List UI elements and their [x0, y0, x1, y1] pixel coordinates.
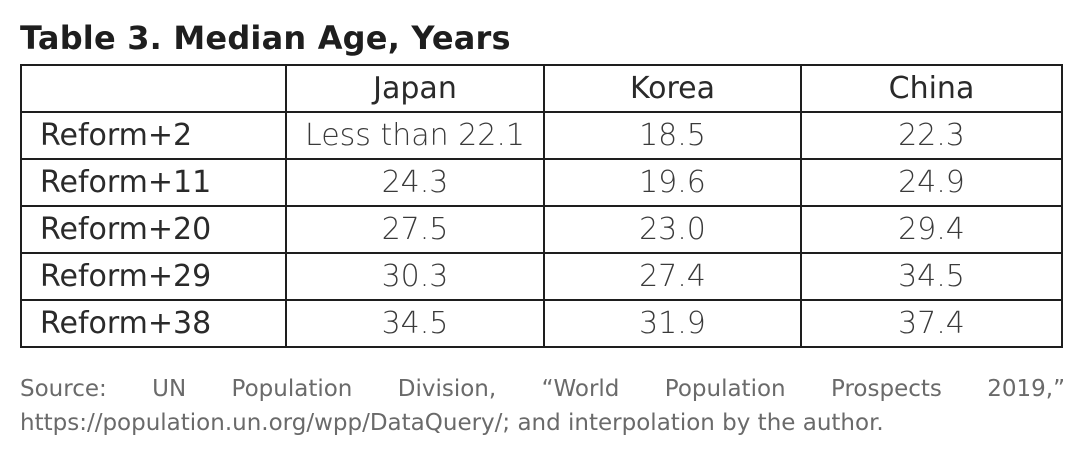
cell-korea: 19.6	[543, 158, 802, 207]
row-label: Reform+38	[20, 299, 287, 348]
table-header-row: Japan Korea China	[20, 64, 1063, 113]
source-note: Source: UN Population Division, “World P…	[20, 376, 1065, 436]
header-cell-korea: Korea	[543, 64, 802, 113]
cell-korea: 31.9	[543, 299, 802, 348]
cell-china: 24.9	[800, 158, 1063, 207]
row-label: Reform+20	[20, 205, 287, 254]
cell-japan: Less than 22.1	[285, 111, 545, 160]
table-row: Reform+11 24.3 19.6 24.9	[20, 158, 1063, 207]
header-cell-empty	[20, 64, 287, 113]
median-age-table: Japan Korea China Reform+2 Less than 22.…	[20, 64, 1063, 348]
row-label: Reform+2	[20, 111, 287, 160]
table-title: Table 3. Median Age, Years	[20, 19, 511, 57]
cell-china: 29.4	[800, 205, 1063, 254]
table-row: Reform+2 Less than 22.1 18.5 22.3	[20, 111, 1063, 160]
row-label: Reform+29	[20, 252, 287, 301]
row-label: Reform+11	[20, 158, 287, 207]
cell-korea: 27.4	[543, 252, 802, 301]
table-row: Reform+29 30.3 27.4 34.5	[20, 252, 1063, 301]
header-cell-japan: Japan	[285, 64, 545, 113]
table-row: Reform+38 34.5 31.9 37.4	[20, 299, 1063, 348]
header-cell-china: China	[800, 64, 1063, 113]
cell-japan: 24.3	[285, 158, 545, 207]
cell-china: 37.4	[800, 299, 1063, 348]
cell-japan: 27.5	[285, 205, 545, 254]
cell-china: 22.3	[800, 111, 1063, 160]
cell-japan: 30.3	[285, 252, 545, 301]
table-row: Reform+20 27.5 23.0 29.4	[20, 205, 1063, 254]
cell-korea: 23.0	[543, 205, 802, 254]
cell-china: 34.5	[800, 252, 1063, 301]
cell-korea: 18.5	[543, 111, 802, 160]
cell-japan: 34.5	[285, 299, 545, 348]
